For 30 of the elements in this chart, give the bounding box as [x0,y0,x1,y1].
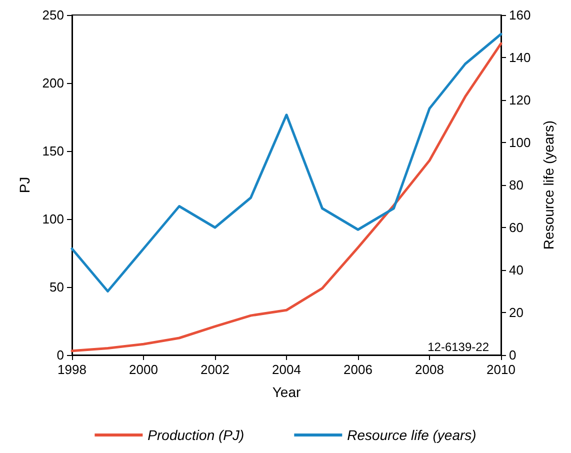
y2-axis-title: Resource life (years) [540,120,557,250]
y2-tick-label: 60 [509,220,524,235]
y2-tick-label: 40 [509,262,524,278]
legend-label: Resource life (years) [347,427,476,443]
x-tick-label: 2006 [344,362,372,377]
y-axis-title: PJ [16,176,32,194]
x-tick-label: 2008 [415,362,444,377]
y-tick-label: 150 [42,144,64,158]
y2-tick-label: 120 [509,92,531,108]
y2-tick-label: 100 [509,135,531,150]
y2-tick-label: 80 [509,178,524,192]
y2-tick-label: 0 [509,348,516,362]
line-series [70,42,502,352]
y-tick-label: 0 [56,348,64,362]
x-tick-label: 2002 [200,362,230,377]
y-tick-label: 50 [50,280,64,294]
y2-tick-label: 20 [509,305,524,320]
line-series [70,32,502,292]
x-tick-label: 2004 [272,362,301,377]
y2-tick-label: 140 [509,50,531,65]
x-tick-label: 1998 [58,362,86,377]
x-tick-label: 2010 [486,362,516,377]
y-tick-label: 100 [42,212,64,226]
x-axis-title: Year [272,384,301,400]
legend-label: Production (PJ) [148,427,244,443]
y-tick-label: 200 [42,76,64,90]
annotation: 12-6139-22 [428,340,490,354]
y-tick-label: 250 [42,8,64,22]
y2-tick-label: 160 [509,8,531,22]
x-tick-label: 2000 [129,362,158,377]
